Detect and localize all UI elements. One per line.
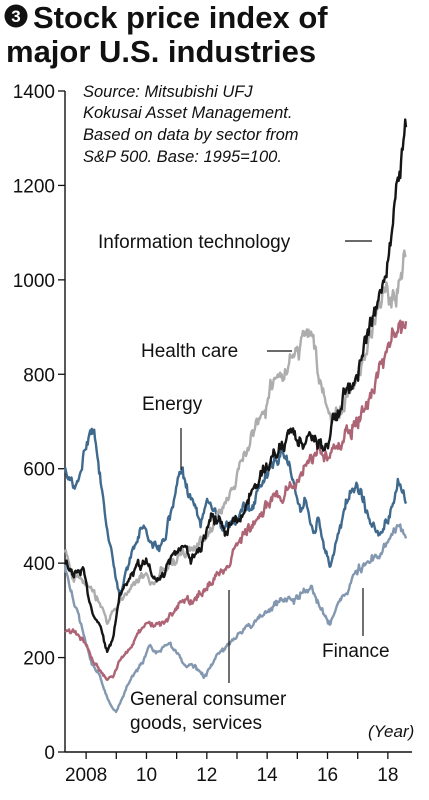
x-tick-label: 2008 <box>65 765 107 786</box>
title-line-2: major U.S. industries <box>6 34 316 69</box>
source-note-line-4: S&P 500. Base: 1995=100. <box>83 148 282 166</box>
source-note-line-1: Source: Mitsubishi UFJ <box>83 83 253 101</box>
label-information-technology: Information technology <box>98 232 291 253</box>
x-tick-label: 10 <box>136 765 157 786</box>
label-health-care: Health care <box>141 341 238 362</box>
x-unit-label: (Year) <box>368 722 414 741</box>
x-tick-label: 16 <box>317 765 338 786</box>
y-tick-label: 1000 <box>13 271 55 292</box>
y-tick-label: 0 <box>44 743 55 764</box>
title-line-1: Stock price index of <box>33 0 328 35</box>
y-tick-label: 1200 <box>13 176 55 197</box>
series-line-finance <box>63 523 408 714</box>
series-line-information-technology <box>63 118 408 653</box>
badge-number: 3 <box>11 7 20 26</box>
series-group <box>63 118 408 714</box>
label-energy: Energy <box>142 394 203 415</box>
source-note-line-2: Kokusai Asset Management. <box>83 104 292 122</box>
series-line-health-care <box>63 249 407 625</box>
x-tick-label: 12 <box>196 765 217 786</box>
label-finance: Finance <box>322 641 390 662</box>
series-line-general-consumer-goods-services <box>64 319 408 681</box>
label-consumer-line-2: goods, services <box>130 713 262 734</box>
badge-circle <box>4 4 28 28</box>
x-axis-ticks: 2008 10 12 14 16 18 <box>65 752 398 786</box>
y-tick-label: 600 <box>23 460 55 481</box>
y-tick-label: 400 <box>23 554 55 575</box>
x-tick-label: 18 <box>377 765 398 786</box>
y-axis-ticks: 0 200 400 600 800 1000 1200 1400 <box>13 82 65 764</box>
source-note-line-3: Based on data by sector from <box>83 126 299 144</box>
label-consumer-line-1: General consumer <box>130 689 287 710</box>
y-tick-label: 800 <box>23 365 55 386</box>
x-tick-label: 14 <box>257 765 279 786</box>
y-tick-label: 1400 <box>13 82 55 103</box>
y-tick-label: 200 <box>23 649 55 670</box>
